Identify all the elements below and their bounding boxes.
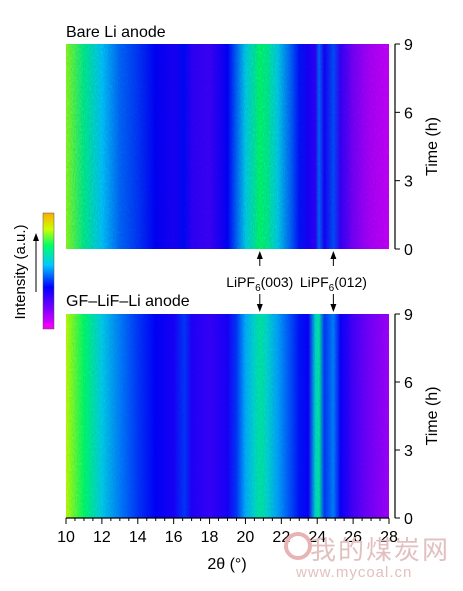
x-tick-label: 22 bbox=[272, 529, 290, 546]
x-tick-label: 24 bbox=[308, 529, 326, 546]
annotation-arrowhead-up bbox=[256, 251, 263, 259]
y-tick-label: 3 bbox=[404, 174, 413, 191]
y-axis-label: Time (h) bbox=[424, 387, 441, 446]
panel-title-bare: Bare Li anode bbox=[66, 24, 166, 41]
y-tick-label: 6 bbox=[404, 105, 413, 122]
colorbar-label: Intensity (a.u.) bbox=[12, 224, 29, 319]
x-tick-label: 18 bbox=[201, 529, 219, 546]
x-tick-label: 26 bbox=[344, 529, 362, 546]
heatmap-gf bbox=[66, 314, 389, 518]
colorbar-arrowhead bbox=[33, 233, 39, 241]
x-axis: 10 12 14 16 18 20 22 24 26 28 bbox=[57, 517, 398, 546]
panel-title-gf: GF–LiF–Li anode bbox=[66, 293, 190, 310]
annotation-arrowhead-down bbox=[330, 304, 337, 312]
x-tick-label: 10 bbox=[57, 529, 75, 546]
x-axis-label: 2θ (°) bbox=[207, 556, 246, 573]
y-tick-label: 6 bbox=[404, 375, 413, 392]
x-tick-label: 20 bbox=[237, 529, 255, 546]
y-axis-label: Time (h) bbox=[424, 117, 441, 176]
annotations: LiPF6(003) LiPF6(012) bbox=[226, 251, 367, 312]
x-tick-label: 28 bbox=[380, 529, 398, 546]
y-tick-label: 9 bbox=[404, 37, 413, 54]
y-tick-label: 0 bbox=[404, 242, 413, 259]
annotation-label: LiPF6(003) bbox=[226, 274, 293, 294]
annotation-arrowhead-down bbox=[256, 304, 263, 312]
annotation-arrowhead-up bbox=[330, 251, 337, 259]
time-axes: 0 3 6 9 Time (h) 0 3 6 9 Time (h) bbox=[394, 37, 441, 528]
x-tick-label: 12 bbox=[93, 529, 111, 546]
x-tick-label: 16 bbox=[165, 529, 183, 546]
x-tick-label: 14 bbox=[129, 529, 147, 546]
y-tick-label: 3 bbox=[404, 443, 413, 460]
colorbar: Intensity (a.u.) bbox=[12, 212, 55, 330]
y-tick-label: 0 bbox=[404, 511, 413, 528]
y-tick-label: 9 bbox=[404, 307, 413, 324]
heatmap-bare bbox=[66, 44, 389, 249]
annotation-label: LiPF6(012) bbox=[300, 274, 367, 294]
